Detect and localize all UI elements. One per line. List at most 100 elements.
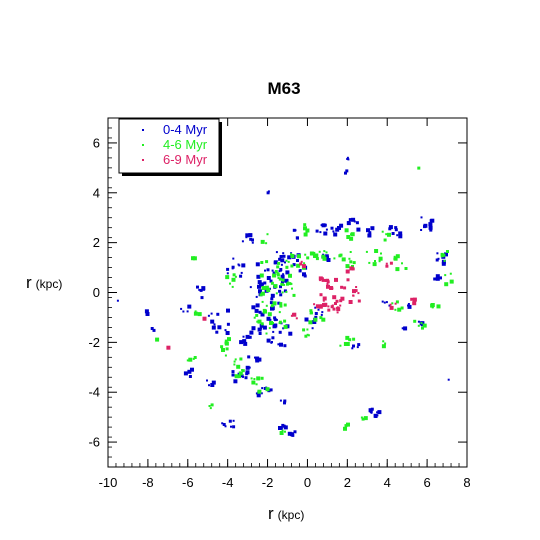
data-point — [283, 319, 287, 323]
data-point — [319, 279, 322, 282]
data-point — [247, 355, 251, 359]
data-point — [303, 226, 307, 231]
data-point — [407, 304, 412, 309]
data-point — [348, 257, 351, 260]
data-point — [239, 357, 243, 361]
data-point — [350, 233, 352, 236]
data-point — [277, 301, 281, 305]
data-point — [321, 278, 325, 282]
data-point — [345, 269, 350, 274]
legend-label: 0-4 Myr — [163, 122, 208, 137]
y-axis-label: r (kpc) — [26, 273, 62, 292]
data-point — [222, 423, 226, 426]
data-point — [435, 276, 440, 281]
data-point — [306, 256, 310, 260]
data-point — [197, 312, 202, 317]
data-point — [229, 282, 231, 285]
data-point — [209, 407, 212, 410]
data-point — [356, 346, 359, 349]
data-point — [187, 369, 192, 374]
data-point — [344, 228, 349, 233]
data-point — [331, 287, 334, 290]
data-point — [231, 373, 235, 377]
data-point — [391, 232, 395, 235]
data-point — [233, 379, 238, 384]
data-point — [202, 287, 206, 291]
data-point — [274, 270, 278, 273]
data-point — [245, 233, 250, 238]
data-point — [374, 249, 379, 253]
data-point — [260, 261, 264, 264]
data-point — [239, 340, 244, 345]
data-point — [319, 293, 323, 297]
data-point — [255, 295, 258, 298]
data-point — [429, 228, 433, 232]
data-point — [255, 392, 258, 395]
data-point — [346, 221, 351, 226]
data-point — [248, 335, 252, 339]
data-point — [275, 318, 278, 321]
data-point — [423, 223, 428, 228]
data-point — [207, 314, 210, 317]
data-point — [265, 242, 268, 245]
data-point — [116, 299, 119, 302]
data-point — [226, 322, 230, 326]
data-point — [339, 299, 343, 303]
data-point — [269, 388, 273, 392]
data-point — [280, 269, 282, 272]
data-point — [395, 300, 399, 304]
data-point — [292, 312, 297, 317]
data-point — [273, 284, 278, 289]
data-point — [429, 224, 432, 227]
data-point — [303, 223, 307, 227]
data-point — [363, 416, 368, 421]
data-point — [280, 258, 285, 263]
data-point — [273, 316, 277, 320]
data-point — [265, 387, 270, 392]
data-point — [296, 263, 301, 268]
data-point — [393, 255, 396, 258]
data-point — [391, 302, 394, 305]
x-tick-label: 6 — [423, 475, 430, 490]
data-point — [270, 281, 274, 285]
data-point — [287, 260, 290, 263]
data-point — [306, 328, 309, 331]
data-point — [325, 251, 328, 254]
data-point — [260, 239, 265, 244]
data-point — [233, 363, 236, 366]
data-point — [282, 273, 285, 276]
data-point — [304, 317, 309, 322]
data-point — [385, 262, 388, 265]
x-tick-label: -2 — [262, 475, 274, 490]
data-point — [296, 259, 299, 262]
data-point — [282, 327, 285, 330]
data-point — [251, 380, 256, 385]
data-point — [279, 431, 284, 435]
data-point — [285, 259, 288, 262]
data-point — [389, 261, 393, 265]
data-point — [245, 236, 248, 239]
data-point — [348, 338, 352, 342]
data-point — [285, 282, 289, 286]
data-point — [258, 289, 262, 294]
data-point — [261, 286, 266, 290]
data-point — [400, 306, 404, 310]
data-point — [389, 305, 394, 310]
data-point — [368, 231, 372, 235]
data-point — [307, 334, 310, 337]
data-point — [260, 322, 264, 326]
legend-label: 6-9 Myr — [163, 152, 208, 167]
data-point — [253, 378, 256, 380]
data-point — [314, 315, 318, 319]
data-point — [241, 240, 244, 243]
data-point — [278, 320, 282, 324]
data-point — [241, 263, 246, 268]
data-point — [264, 285, 269, 290]
data-point — [335, 299, 339, 303]
data-point — [271, 336, 275, 340]
data-point — [394, 308, 397, 311]
data-point — [290, 432, 294, 437]
data-point — [257, 357, 262, 362]
legend-marker — [142, 159, 144, 161]
